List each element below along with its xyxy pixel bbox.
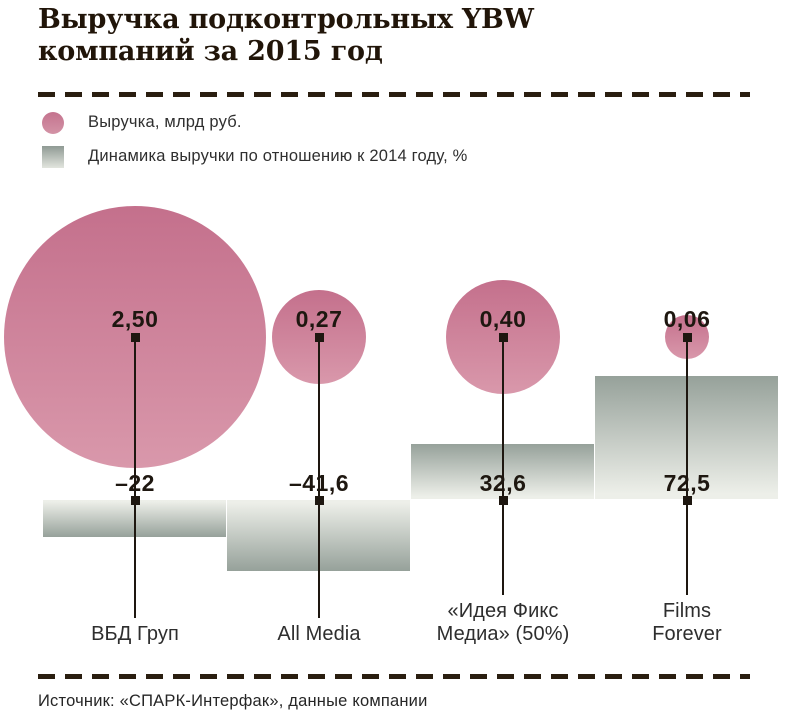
category-label-line: Forever bbox=[652, 623, 722, 645]
page-title-line1: Выручка подконтрольных YBW bbox=[38, 4, 534, 35]
divider-bottom bbox=[38, 674, 750, 679]
bar-value-label-1: –22 bbox=[115, 470, 155, 496]
bubble-marker-1 bbox=[131, 333, 140, 342]
baseline-marker-3 bbox=[499, 496, 508, 505]
baseline-marker-4 bbox=[683, 496, 692, 505]
page-title: Выручка подконтрольных YBW компаний за 2… bbox=[38, 4, 534, 68]
legend-label-revenue: Выручка, млрд руб. bbox=[88, 113, 242, 131]
source-note: Источник: «СПАРК-Интерфак», данные компа… bbox=[38, 692, 428, 710]
baseline-marker-2 bbox=[315, 496, 324, 505]
bubble-marker-2 bbox=[315, 333, 324, 342]
legend-label-dynamics: Динамика выручки по отношению к 2014 год… bbox=[88, 147, 468, 165]
bar-swatch-icon bbox=[42, 146, 64, 168]
connector-line-4 bbox=[686, 337, 688, 595]
bubble-value-label-4: 0,06 bbox=[663, 306, 711, 332]
connector-line-3 bbox=[502, 337, 504, 595]
baseline-marker-1 bbox=[131, 496, 140, 505]
category-label-1: ВБД Груп bbox=[40, 623, 230, 646]
bubble-marker-3 bbox=[499, 333, 508, 342]
bar-value-label-3: 32,6 bbox=[479, 470, 527, 496]
category-label-3: «Идея Фикс Медиа» (50%) bbox=[408, 600, 598, 646]
bubble-value-label-1: 2,50 bbox=[111, 306, 159, 332]
bar-value-label-4: 72,5 bbox=[663, 470, 711, 496]
category-label-4: Films Forever bbox=[592, 600, 782, 646]
category-label-line: «Идея Фикс bbox=[447, 600, 559, 622]
connector-line-2 bbox=[318, 337, 320, 618]
category-label-line: ВБД Груп bbox=[91, 623, 179, 645]
divider-top bbox=[38, 92, 750, 97]
category-label-2: All Media bbox=[224, 623, 414, 646]
bubble-value-label-3: 0,40 bbox=[479, 306, 527, 332]
bubble-swatch-icon bbox=[42, 112, 64, 134]
category-label-line: Films bbox=[662, 600, 712, 622]
bubble-marker-4 bbox=[683, 333, 692, 342]
category-label-line: Медиа» (50%) bbox=[436, 623, 570, 645]
page-title-line2: компаний за 2015 год bbox=[38, 36, 383, 67]
category-label-line: All Media bbox=[277, 623, 361, 645]
connector-line-1 bbox=[134, 337, 136, 618]
bubble-value-label-2: 0,27 bbox=[295, 306, 343, 332]
bar-value-label-2: –41,6 bbox=[288, 470, 350, 496]
